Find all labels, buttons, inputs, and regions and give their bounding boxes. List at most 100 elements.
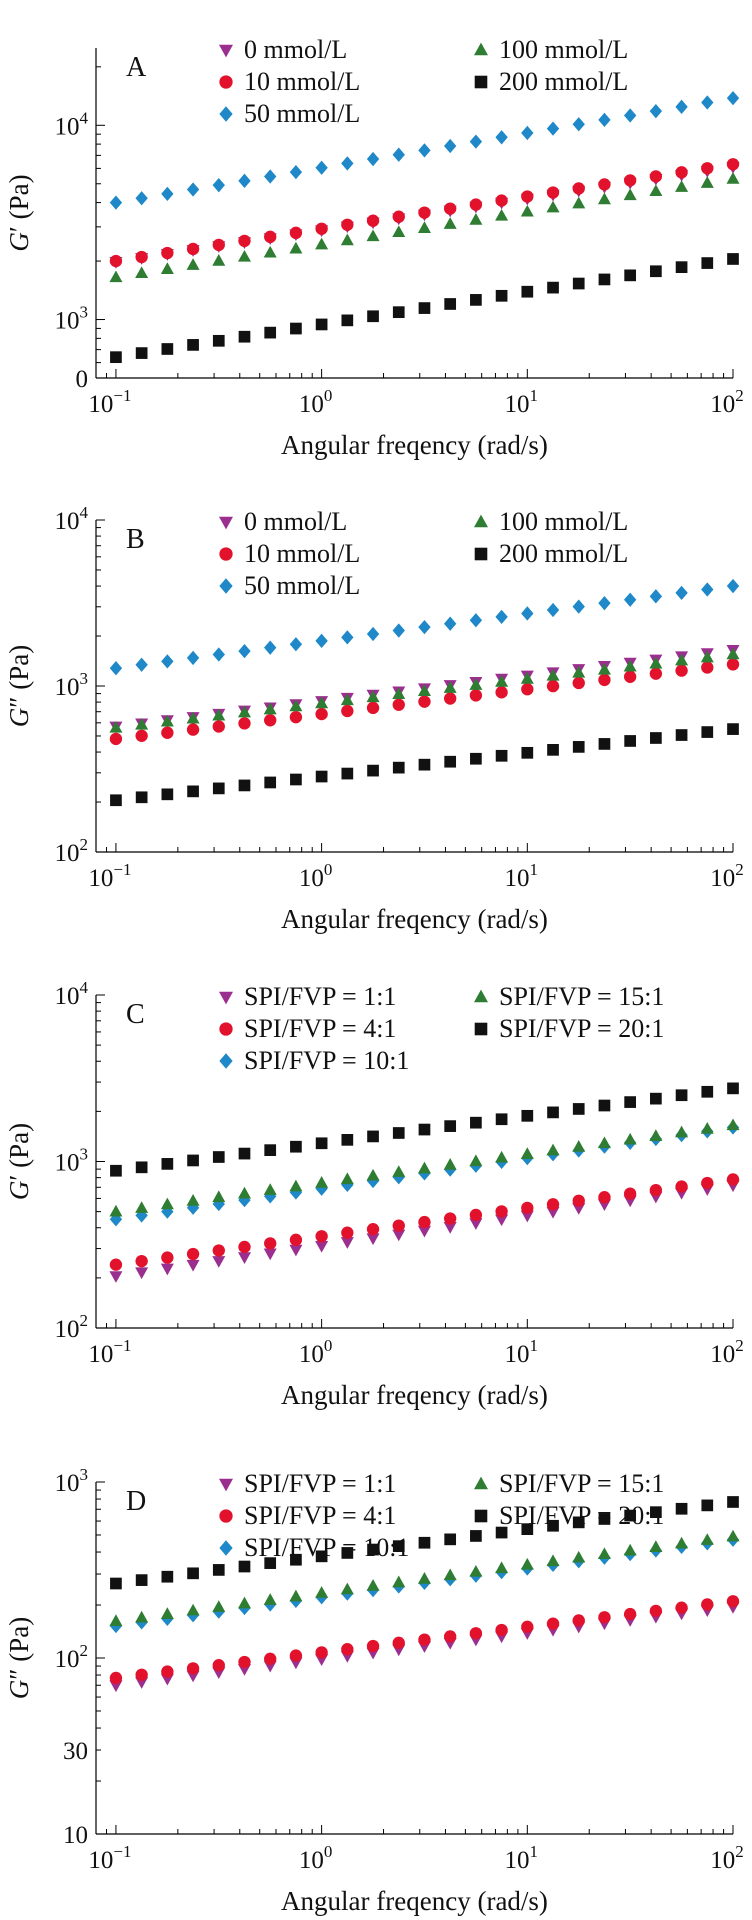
data-point: [444, 1533, 457, 1546]
data-point: [675, 585, 688, 601]
legend: SPI/FVP = 1:1 SPI/FVP = 4:1 SPI/FVP = 10:1…: [219, 982, 664, 1075]
data-point: [289, 1649, 303, 1662]
data-point: [135, 657, 148, 672]
data-point: [366, 701, 380, 715]
data-point: [289, 1244, 303, 1257]
data-point: [597, 662, 611, 675]
data-point: [109, 720, 123, 733]
data-point: [726, 172, 740, 184]
data-point: [289, 164, 303, 180]
data-point: [597, 1136, 611, 1149]
data-point: [186, 650, 200, 666]
data-point: [237, 1596, 251, 1609]
data-point: [546, 121, 560, 136]
data-point: [649, 667, 663, 680]
data-point: [289, 699, 303, 712]
data-point: [212, 1659, 225, 1672]
y-axis-title: G′ (Pa): [4, 1123, 34, 1200]
legend-marker: [474, 514, 488, 528]
data-point: [520, 1147, 534, 1159]
data-point: [495, 675, 509, 687]
data-point: [237, 1186, 251, 1199]
data-point: [187, 1567, 199, 1580]
data-point: [495, 208, 509, 221]
legend-marker: [474, 42, 488, 56]
data-point: [315, 1646, 328, 1659]
data-point: [701, 162, 714, 175]
data-point: [315, 1176, 329, 1188]
data-point: [520, 204, 534, 217]
data-point: [109, 270, 123, 283]
legend-label: 100 mmol/L: [499, 507, 628, 536]
data-point: [624, 1096, 637, 1108]
data-point: [675, 1089, 688, 1102]
data-point: [109, 254, 123, 268]
data-point: [392, 1219, 405, 1232]
data-point: [649, 1129, 663, 1141]
data-point: [547, 1519, 559, 1532]
data-point: [187, 1154, 199, 1167]
data-point: [547, 744, 559, 756]
data-point: [290, 773, 302, 786]
data-point: [187, 785, 199, 798]
data-point: [546, 668, 560, 681]
data-point: [315, 633, 328, 648]
data-point: [675, 729, 688, 741]
data-point: [340, 233, 354, 246]
data-point: [469, 1154, 483, 1167]
data-point: [598, 596, 611, 611]
data-point: [418, 302, 431, 314]
x-tick-label: 10−1: [88, 1842, 131, 1874]
data-point: [649, 1183, 663, 1197]
data-point: [264, 326, 277, 339]
data-point: [417, 1161, 431, 1174]
data-point: [495, 289, 508, 302]
data-point: [521, 190, 534, 203]
data-point: [727, 723, 739, 735]
data-point: [546, 1198, 560, 1211]
data-point: [495, 194, 508, 207]
legend-label: SPI/FVP = 10:1: [244, 1046, 409, 1075]
data-point: [521, 1620, 534, 1634]
legend-label: 0 mmol/L: [244, 507, 347, 536]
y-tick-label: 103: [55, 1465, 89, 1497]
data-point: [572, 277, 585, 290]
data-point: [701, 95, 714, 110]
data-point: [212, 708, 226, 721]
data-point: [366, 151, 380, 167]
data-point: [675, 166, 688, 179]
legend-label: 100 mmol/L: [499, 35, 628, 64]
data-point: [161, 186, 174, 202]
data-point: [392, 306, 405, 319]
data-point: [135, 717, 149, 730]
legend-label: SPI/FVP = 1:1: [244, 1469, 396, 1498]
data-point: [289, 1233, 303, 1247]
data-point: [495, 749, 508, 762]
y-axis-title: G″ (Pa): [4, 645, 34, 727]
data-point: [238, 1192, 251, 1208]
data-point: [161, 1665, 174, 1678]
data-point: [109, 1614, 123, 1627]
series-spi-fvp-20-1: [110, 1082, 739, 1177]
data-point: [418, 1123, 431, 1136]
data-point: [161, 726, 174, 739]
legend-label: 10 mmol/L: [244, 539, 360, 568]
data-point: [598, 738, 611, 750]
data-point: [161, 343, 174, 355]
data-point: [649, 589, 663, 604]
data-point: [675, 1536, 689, 1549]
data-point: [289, 1185, 303, 1200]
data-point: [495, 1205, 508, 1218]
data-point: [469, 1627, 483, 1640]
data-point: [444, 755, 457, 768]
data-point: [109, 732, 123, 746]
data-point: [495, 130, 508, 145]
data-point: [495, 1113, 508, 1126]
data-point: [495, 609, 508, 625]
legend-marker: [474, 1509, 488, 1523]
data-point: [238, 330, 251, 343]
legend-label: 0 mmol/L: [244, 35, 347, 64]
legend-label: SPI/FVP = 4:1: [244, 1501, 396, 1530]
y-tick-label: 104: [55, 978, 89, 1010]
data-point: [315, 1181, 328, 1196]
